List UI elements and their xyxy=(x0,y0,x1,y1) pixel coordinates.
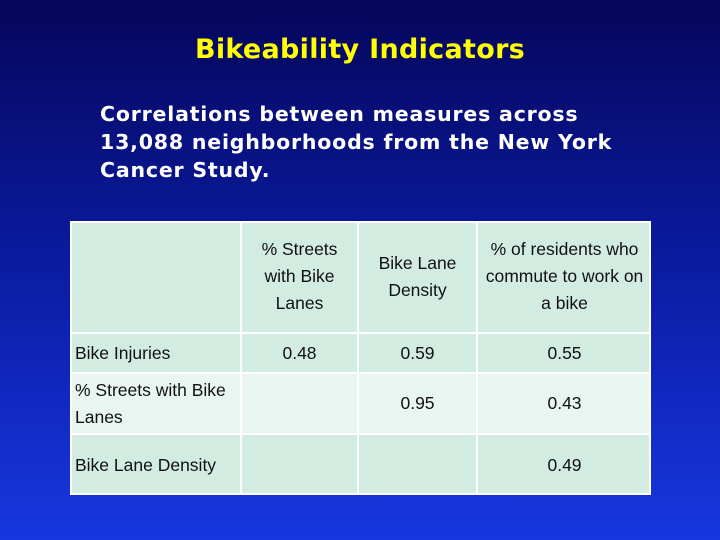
table-cell: 0.59 xyxy=(358,333,478,374)
table-cell: 0.95 xyxy=(358,373,478,435)
table-cell xyxy=(241,373,359,435)
table-row: Bike Injuries 0.48 0.59 0.55 xyxy=(70,333,651,374)
table-header-row: % Streets with Bike Lanes Bike Lane Dens… xyxy=(70,221,651,334)
header-bike-lane-density: Bike Lane Density xyxy=(358,221,478,334)
header-label: Bike Lane Density xyxy=(378,252,457,300)
table-cell: 0.43 xyxy=(477,373,651,435)
header-corner-cell xyxy=(70,221,242,334)
table-cell xyxy=(241,434,359,495)
row-label: Bike Injuries xyxy=(70,333,242,374)
table-cell xyxy=(358,434,478,495)
row-label: % Streets with Bike Lanes xyxy=(70,373,242,435)
slide-subtitle: Correlations between measures across 13,… xyxy=(100,102,613,182)
table-cell: 0.55 xyxy=(477,333,651,374)
row-label: Bike Lane Density xyxy=(70,434,242,495)
correlation-table: % Streets with Bike Lanes Bike Lane Dens… xyxy=(70,221,651,495)
header-label: % of residents who commute to work on a … xyxy=(485,239,644,313)
table-cell: 0.49 xyxy=(477,434,651,495)
table-row: % Streets with Bike Lanes 0.95 0.43 xyxy=(70,373,651,435)
header-label: % Streets with Bike Lanes xyxy=(261,239,338,313)
header-pct-streets-bike-lanes: % Streets with Bike Lanes xyxy=(241,221,359,334)
header-pct-residents-commute: % of residents who commute to work on a … xyxy=(477,221,651,334)
table-row: Bike Lane Density 0.49 xyxy=(70,434,651,495)
table-cell: 0.48 xyxy=(241,333,359,374)
slide-title: Bikeability Indicators xyxy=(194,34,526,65)
